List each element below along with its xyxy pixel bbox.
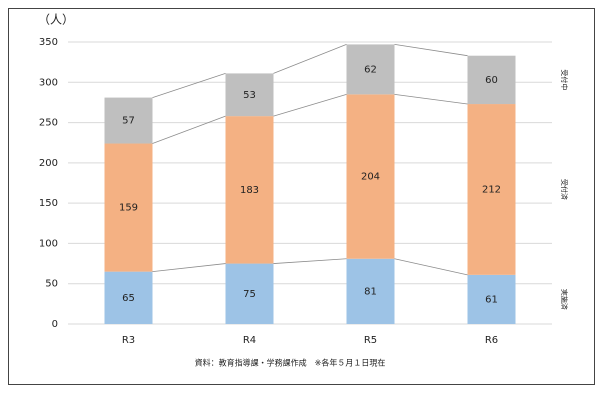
value-label: 81 xyxy=(364,286,377,297)
legend-label: 受付中 xyxy=(560,69,569,90)
value-label: 53 xyxy=(243,90,256,101)
bar-segment xyxy=(467,104,516,275)
value-label: 60 xyxy=(485,75,498,86)
note: 資料：教育指導課・学務課作成 ※各年５月１日現在 xyxy=(195,358,386,368)
y-tick-label: 300 xyxy=(39,77,58,88)
connector-line xyxy=(394,258,468,276)
bar-segment xyxy=(225,263,274,324)
value-label: 212 xyxy=(482,184,501,195)
connector-line xyxy=(152,115,226,144)
bar-segment xyxy=(225,73,274,117)
x-tick-label: R5 xyxy=(364,335,377,346)
x-tick-label: R6 xyxy=(485,335,498,346)
value-label: 183 xyxy=(240,185,259,196)
value-label: 57 xyxy=(122,116,135,127)
y-axis-label: （人） xyxy=(38,13,74,27)
connector-line xyxy=(273,44,347,74)
bar-segment xyxy=(346,94,395,259)
x-tick-label: R3 xyxy=(122,335,135,346)
y-tick-label: 150 xyxy=(39,198,58,209)
connector-line xyxy=(273,93,347,117)
connector-line xyxy=(394,44,468,57)
y-tick-label: 0 xyxy=(52,319,58,330)
y-tick-label: 200 xyxy=(39,158,58,169)
connector-line xyxy=(273,258,347,264)
y-tick-label: 100 xyxy=(39,238,58,249)
frame xyxy=(8,8,595,385)
bar-segment xyxy=(104,143,153,272)
value-label: 65 xyxy=(122,293,135,304)
value-label: 75 xyxy=(243,289,256,300)
bar-segment xyxy=(467,274,516,324)
legend-label: 実施済 xyxy=(560,289,569,310)
bar-segment xyxy=(104,271,153,324)
value-label: 204 xyxy=(361,172,380,183)
bar-segment xyxy=(467,55,516,105)
connector-line xyxy=(152,263,226,273)
bar-segment xyxy=(225,116,274,264)
connector-line xyxy=(394,93,468,105)
bar-segment xyxy=(104,97,153,144)
connector-line xyxy=(152,73,226,98)
bar-segment xyxy=(346,258,395,324)
y-tick-label: 250 xyxy=(39,118,58,129)
value-label: 61 xyxy=(485,294,498,305)
legend-label: 受付済 xyxy=(560,179,569,200)
bar-segment xyxy=(346,44,395,95)
value-label: 159 xyxy=(119,203,138,214)
y-tick-label: 50 xyxy=(45,279,58,290)
y-tick-label: 350 xyxy=(39,37,58,48)
value-label: 62 xyxy=(364,64,377,75)
x-tick-label: R4 xyxy=(243,335,256,346)
